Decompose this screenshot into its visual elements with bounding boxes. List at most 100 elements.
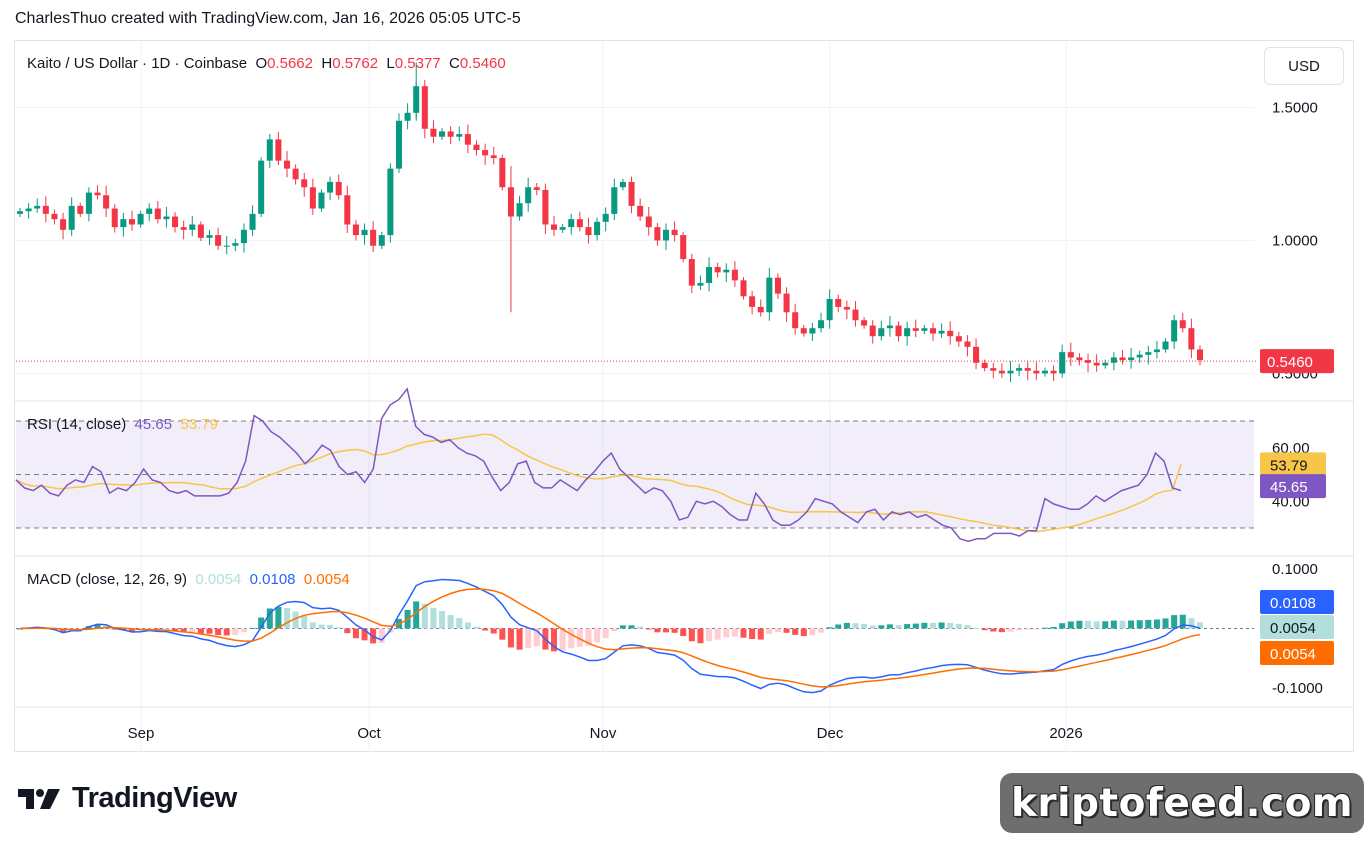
candle xyxy=(327,176,334,201)
macd-histogram-bar xyxy=(568,628,575,649)
candle xyxy=(904,321,911,346)
candle-body xyxy=(1136,354,1143,358)
macd-histogram-bar xyxy=(826,627,833,629)
macd-histogram-bar xyxy=(516,628,523,650)
macd-histogram-bar xyxy=(378,628,385,644)
candle-body xyxy=(628,181,635,206)
candle xyxy=(516,195,523,221)
candle-body xyxy=(1050,370,1057,374)
candle xyxy=(1110,352,1117,371)
macd-histogram-bar xyxy=(998,628,1005,633)
candle xyxy=(51,209,58,225)
macd-histogram-bar xyxy=(895,625,902,629)
macd-histogram-bar xyxy=(869,625,876,629)
candle xyxy=(111,204,118,233)
candle-body xyxy=(258,160,265,214)
candle xyxy=(404,103,411,130)
candle-body xyxy=(973,346,980,363)
macd-histogram-bar xyxy=(861,623,868,629)
candle-body xyxy=(869,325,876,337)
candle-body xyxy=(542,189,549,225)
macd-histogram-bar xyxy=(301,615,308,629)
candle xyxy=(533,183,540,196)
candle xyxy=(206,229,213,246)
tradingview-logo[interactable]: TradingView xyxy=(18,782,237,815)
macd-histogram-bar xyxy=(671,628,678,633)
candle xyxy=(309,178,316,215)
candle-body xyxy=(1102,362,1109,366)
macd-histogram-bar xyxy=(723,628,730,638)
candle xyxy=(499,154,506,191)
macd-histogram-bar xyxy=(714,628,721,640)
macd-histogram-bar xyxy=(240,628,247,633)
candle xyxy=(654,222,661,246)
macd-histogram-bar xyxy=(430,607,437,629)
macd-histogram-bar xyxy=(706,628,713,642)
candle xyxy=(731,261,738,287)
candle xyxy=(757,299,764,317)
candle xyxy=(990,362,997,379)
candle-body xyxy=(482,150,489,156)
rsi-line xyxy=(15,387,1182,543)
candle xyxy=(197,221,204,241)
candle xyxy=(749,290,756,315)
candle-body xyxy=(731,269,738,281)
macd-histogram-bar xyxy=(128,628,135,632)
macd-histogram-bar xyxy=(792,628,799,635)
low-label: L xyxy=(386,55,395,72)
candle xyxy=(352,220,359,241)
macd-histogram-bar xyxy=(818,628,825,633)
candle xyxy=(172,212,179,233)
macd-histogram-bar xyxy=(843,622,850,629)
macd-histogram-bar xyxy=(878,625,885,629)
candle xyxy=(525,177,532,212)
candle xyxy=(1136,350,1143,363)
candle-body xyxy=(197,224,204,238)
candle xyxy=(215,227,222,251)
macd-histogram-bar xyxy=(421,603,428,629)
high-value: 0.5762 xyxy=(332,55,379,72)
candle-body xyxy=(1171,320,1178,342)
candle-body xyxy=(77,205,84,214)
candle-body xyxy=(826,298,833,321)
macd-histogram-bar xyxy=(921,622,928,629)
candle xyxy=(1067,342,1074,366)
macd-histogram-bar xyxy=(1136,620,1143,629)
macd-histogram-bar xyxy=(1145,619,1152,629)
candle xyxy=(688,253,695,294)
candle-body xyxy=(818,320,825,329)
candle xyxy=(585,217,592,244)
candle-body xyxy=(42,205,49,214)
currency-button[interactable]: USD xyxy=(1264,47,1344,85)
candle xyxy=(103,185,110,218)
candle xyxy=(645,206,652,236)
candle xyxy=(335,174,342,200)
candle xyxy=(697,275,704,290)
candle-body xyxy=(878,328,885,337)
macd-axis-label: 0.1000 xyxy=(1272,561,1318,578)
candle xyxy=(826,289,833,329)
candle xyxy=(25,203,32,219)
candle xyxy=(835,294,842,313)
macd-histogram-bar xyxy=(464,622,471,629)
candle-body xyxy=(456,134,463,137)
chart-frame[interactable] xyxy=(14,40,1354,752)
candle xyxy=(740,277,747,300)
candle-body xyxy=(964,341,971,347)
candle xyxy=(912,319,919,338)
candle-body xyxy=(1059,352,1066,374)
candle xyxy=(680,231,687,263)
macd-histogram-bar xyxy=(585,628,592,646)
candle-body xyxy=(85,192,92,214)
macd-histogram-bar xyxy=(1119,620,1126,629)
candle xyxy=(1119,350,1126,365)
macd-histogram-bar xyxy=(594,628,601,643)
macd-histogram-bar xyxy=(1102,621,1109,629)
candle-body xyxy=(421,86,428,129)
candle xyxy=(1007,361,1014,382)
candle xyxy=(637,198,644,221)
macd-histogram-bar xyxy=(525,628,532,648)
macd-histogram-bar xyxy=(1196,622,1204,629)
macd-legend: MACD (close, 12, 26, 9) 0.0054 0.0108 0.… xyxy=(27,571,350,588)
